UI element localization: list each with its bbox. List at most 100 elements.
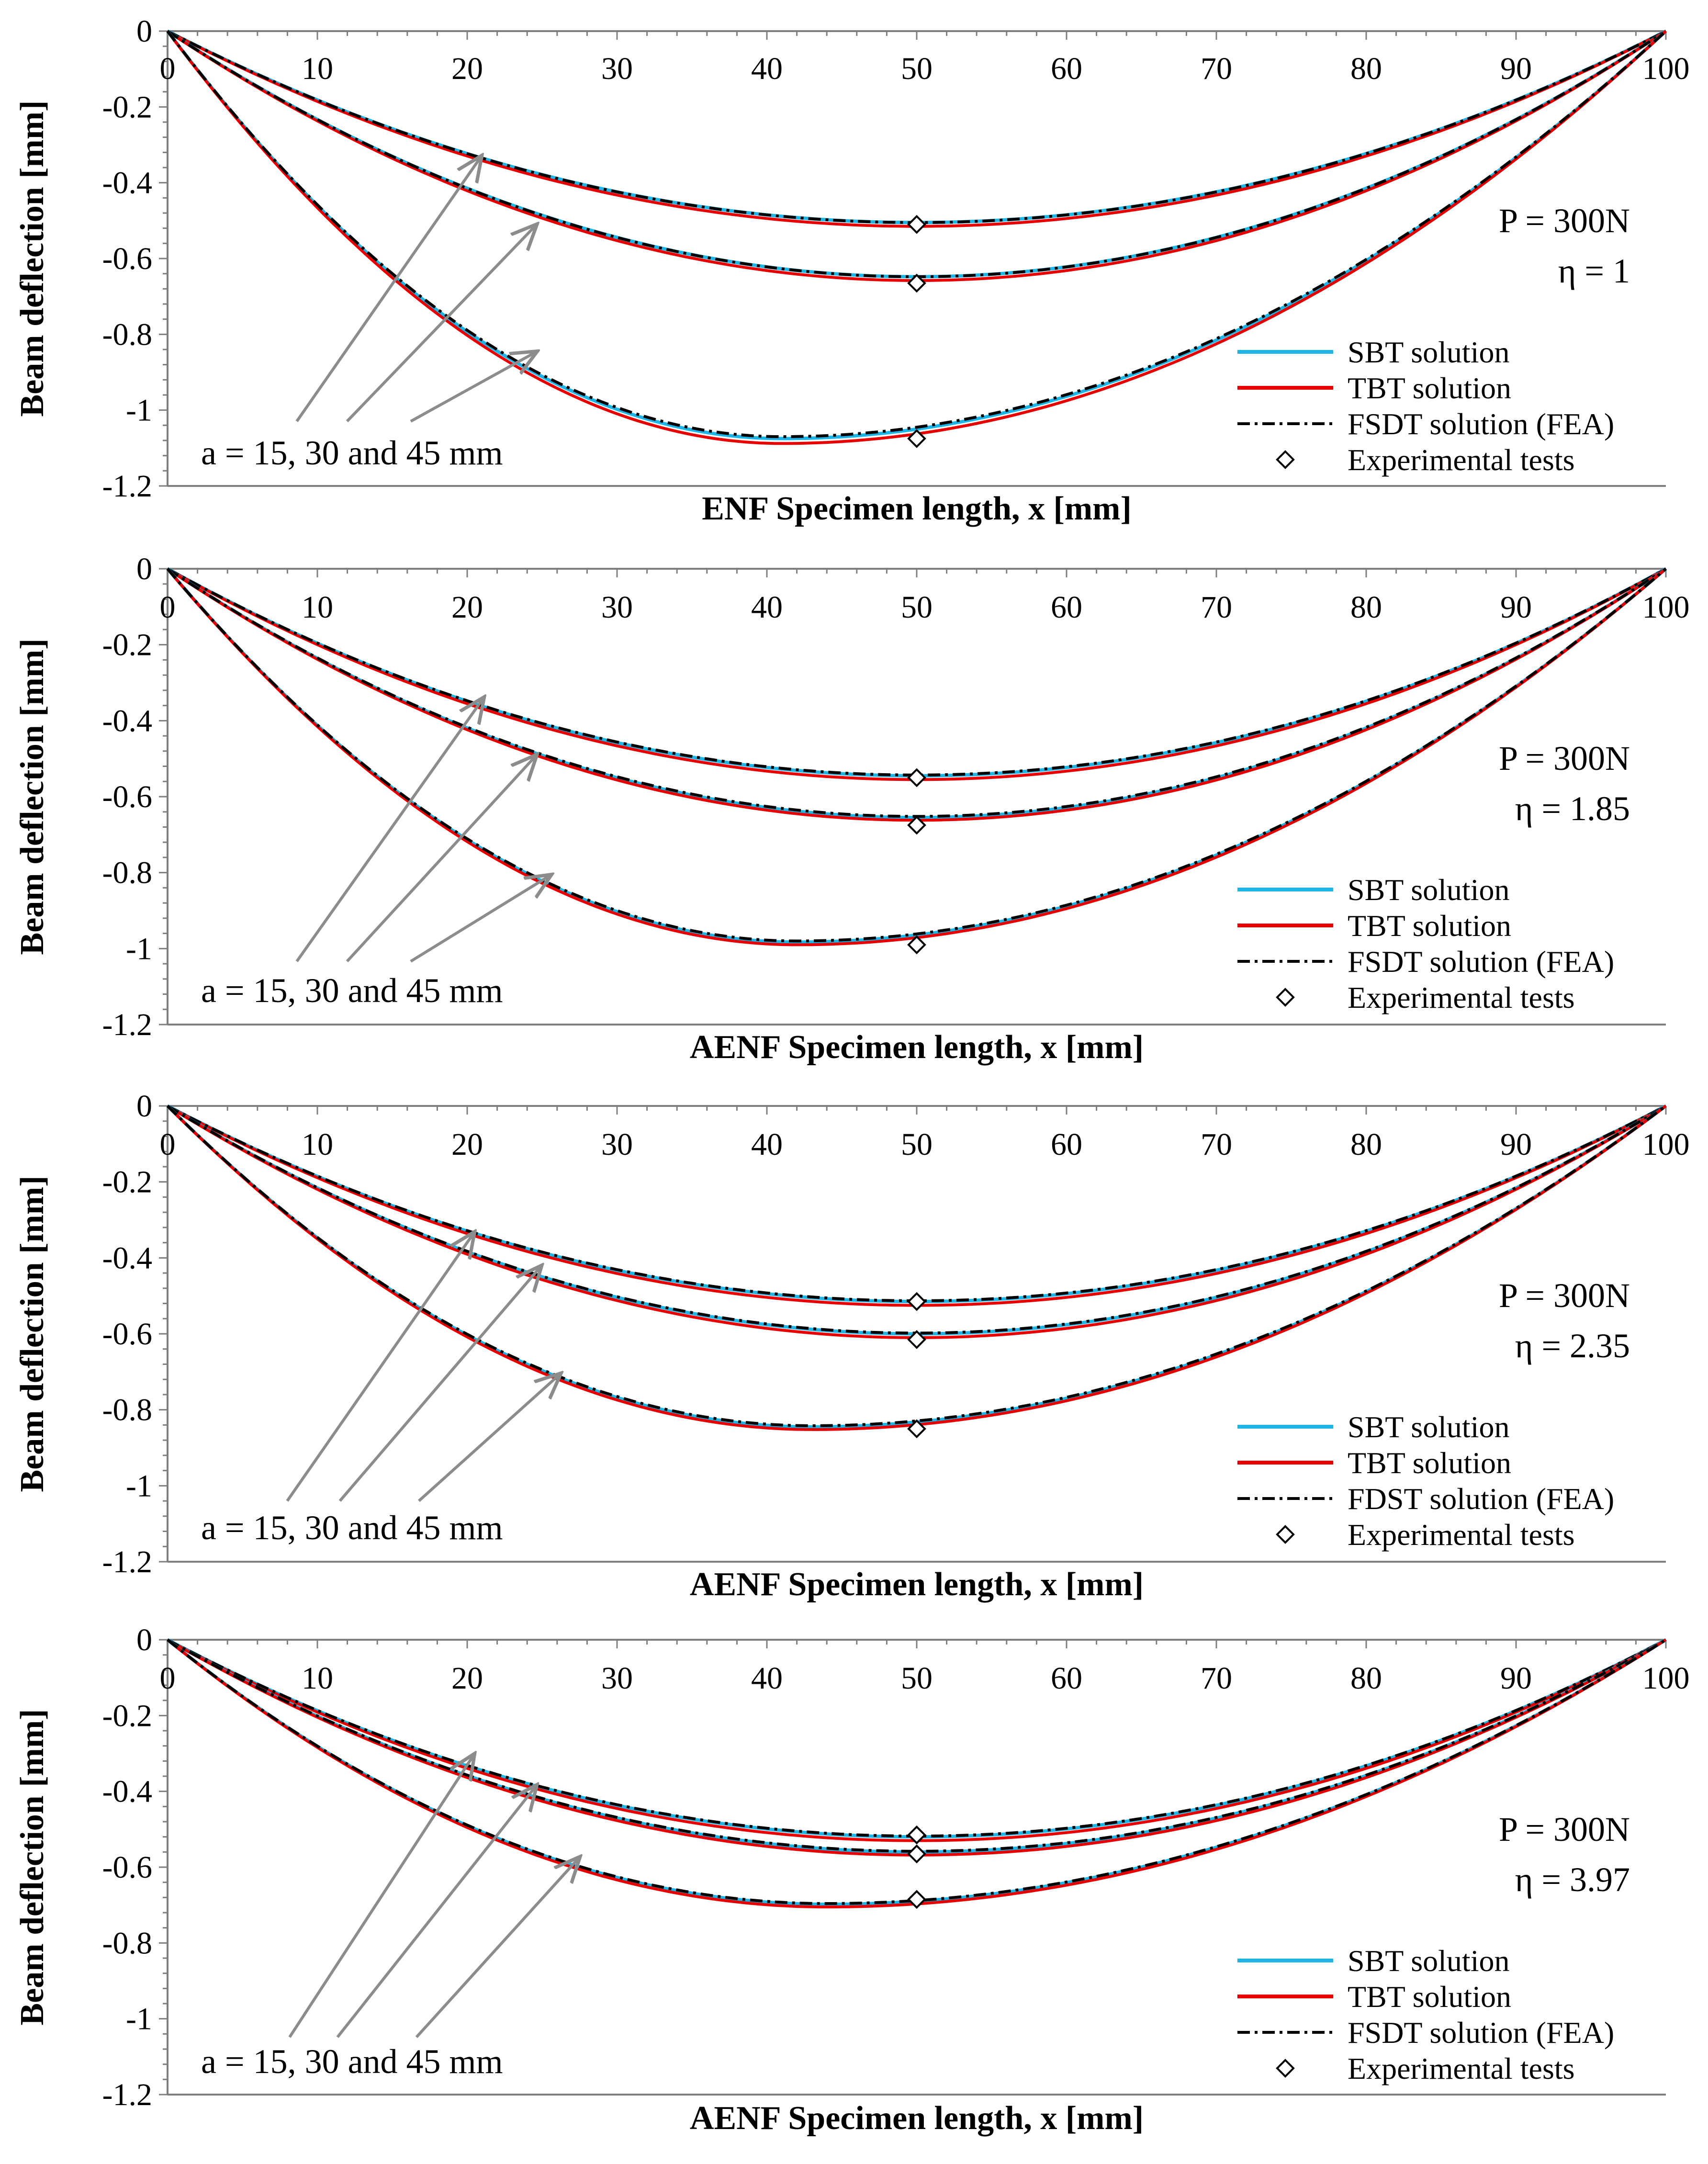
y-tick-label: 0: [136, 1089, 152, 1124]
legend-entry-label: Experimental tests: [1348, 1518, 1575, 1552]
x-tick-label: 20: [451, 51, 483, 86]
x-tick-label: 90: [1500, 590, 1532, 625]
experimental-marker-a30: [907, 1330, 926, 1349]
annotation-arrow-3: [410, 352, 536, 423]
x-axis-title: AENF Specimen length, x [mm]: [690, 2100, 1144, 2137]
annotation-arrow-3: [417, 1374, 560, 1502]
x-tick-label: 100: [1642, 1127, 1690, 1162]
y-tick-label: -0.6: [102, 779, 152, 814]
x-tick-label: 40: [751, 51, 783, 86]
crack-length-annotation: a = 15, 30 and 45 mm: [201, 434, 503, 472]
y-tick-label: -1: [126, 1468, 152, 1503]
annotation-arrow-3: [415, 1858, 579, 2039]
x-tick-label: 80: [1350, 1661, 1382, 1696]
x-tick-label: 10: [302, 1661, 333, 1696]
x-tick-label: 20: [451, 590, 483, 625]
legend-entry-label: FSDT solution (FEA): [1348, 407, 1614, 441]
legend-swatch-experimental: [1276, 988, 1295, 1007]
y-tick-label: -1: [126, 393, 152, 428]
experimental-marker-a15: [907, 768, 926, 788]
x-tick-label: 20: [451, 1127, 483, 1162]
x-tick-label: 100: [1642, 590, 1690, 625]
x-tick-label: 70: [1201, 51, 1232, 86]
x-tick-label: 10: [302, 51, 333, 86]
x-tick-label: 30: [601, 1661, 633, 1696]
x-tick-label: 40: [751, 1127, 783, 1162]
legend-swatch-experimental: [1276, 2059, 1295, 2078]
y-tick-label: -0.8: [102, 1393, 152, 1428]
x-tick-label: 30: [601, 1127, 633, 1162]
load-label: P = 300N: [1499, 739, 1630, 778]
legend-entry-label: Experimental tests: [1348, 2051, 1575, 2085]
legend-swatch-experimental: [1276, 1525, 1295, 1544]
x-tick-label: 10: [302, 1127, 333, 1162]
legend-entry-label: Experimental tests: [1348, 443, 1575, 477]
y-tick-label: -0.4: [102, 1240, 152, 1275]
crack-length-annotation: a = 15, 30 and 45 mm: [201, 2042, 503, 2081]
y-tick-label: -0.6: [102, 241, 152, 276]
y-tick-label: -0.4: [102, 1774, 152, 1809]
y-tick-label: -0.2: [102, 628, 152, 663]
x-tick-label: 70: [1201, 590, 1232, 625]
legend-entry-label: SBT solution: [1348, 1410, 1509, 1444]
experimental-marker-a30: [907, 815, 926, 835]
y-tick-label: -0.8: [102, 317, 152, 352]
x-tick-label: 60: [1051, 51, 1082, 86]
y-tick-label: -0.2: [102, 1698, 152, 1733]
y-tick-label: -0.6: [102, 1317, 152, 1352]
experimental-marker-a45: [907, 1890, 926, 1909]
legend-entry-label: FSDT solution (FEA): [1348, 945, 1614, 979]
x-tick-label: 50: [901, 1661, 933, 1696]
x-tick-label: 30: [601, 51, 633, 86]
legend-swatch-experimental: [1276, 450, 1295, 469]
y-tick-label: 0: [136, 14, 152, 49]
x-axis-title: AENF Specimen length, x [mm]: [690, 1566, 1144, 1603]
x-tick-label: 40: [751, 590, 783, 625]
annotation-arrow-2: [338, 1266, 541, 1502]
experimental-marker-a30: [907, 273, 926, 293]
x-tick-label: 60: [1051, 1127, 1082, 1162]
experimental-marker-a15: [907, 214, 926, 234]
y-axis-title: Beam deflection [mm]: [14, 1709, 51, 2026]
y-tick-label: -1.2: [102, 469, 152, 504]
fsdt-curve-a45: [166, 1105, 1667, 1428]
y-tick-label: -0.8: [102, 856, 152, 890]
experimental-marker-a45: [907, 935, 926, 955]
y-tick-label: -0.6: [102, 1850, 152, 1885]
y-tick-label: -1: [126, 931, 152, 966]
legend-entry-label: Experimental tests: [1348, 981, 1575, 1014]
x-tick-label: 40: [751, 1661, 783, 1696]
fsdt-curve-a15: [167, 567, 1667, 777]
x-tick-label: 90: [1500, 1127, 1532, 1162]
y-tick-label: -0.4: [102, 166, 152, 201]
x-tick-label: 20: [451, 1661, 483, 1696]
eta-label: η = 2.35: [1515, 1327, 1630, 1365]
load-label: P = 300N: [1499, 1810, 1630, 1848]
legend-entry-label: TBT solution: [1348, 1980, 1511, 2014]
annotation-arrow-2: [346, 755, 536, 963]
x-tick-label: 70: [1201, 1127, 1232, 1162]
y-tick-label: -1.2: [102, 2077, 152, 2112]
x-tick-label: 100: [1642, 51, 1690, 86]
x-tick-label: 50: [901, 1127, 933, 1162]
legend-entry-label: SBT solution: [1348, 335, 1509, 369]
crack-length-annotation: a = 15, 30 and 45 mm: [201, 971, 503, 1010]
y-tick-label: -0.8: [102, 1926, 152, 1961]
chart-panel-3: 0-0.2-0.4-0.6-0.8-1-1.20 10 20 30 40 50 60 70 80…: [14, 1089, 1690, 1603]
experimental-marker-a15: [907, 1292, 926, 1311]
legend-entry-label: FSDT solution (FEA): [1348, 2016, 1614, 2050]
experimental-marker-a45: [907, 429, 926, 448]
x-tick-label: 0: [160, 1661, 176, 1696]
x-tick-label: 50: [901, 51, 933, 86]
x-tick-label: 60: [1051, 590, 1082, 625]
y-axis-title: Beam deflection [mm]: [14, 639, 51, 955]
load-label: P = 300N: [1499, 1276, 1630, 1315]
y-tick-label: -1: [126, 2002, 152, 2037]
y-tick-label: -1.2: [102, 1544, 152, 1579]
y-tick-label: -0.2: [102, 90, 152, 124]
x-tick-label: 80: [1350, 590, 1382, 625]
y-tick-label: 0: [136, 1623, 152, 1657]
y-axis-title: Beam deflection [mm]: [14, 101, 51, 417]
y-tick-label: 0: [136, 552, 152, 586]
eta-label: η = 3.97: [1515, 1860, 1630, 1899]
